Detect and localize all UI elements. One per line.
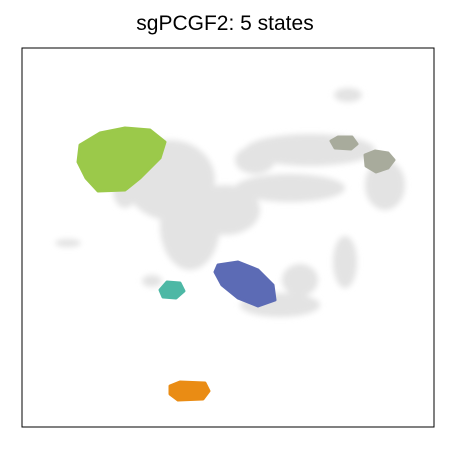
background-cluster [282, 264, 318, 296]
chart-title: sgPCGF2: 5 states [136, 12, 314, 35]
state-cluster-4 [168, 380, 211, 402]
state-cluster-3 [158, 280, 186, 300]
state-cluster-2 [213, 260, 277, 308]
background-cluster [190, 185, 260, 235]
background-cluster [142, 275, 162, 287]
background-cluster [235, 174, 345, 202]
state-cluster-1 [76, 126, 167, 193]
plot-frame [21, 47, 435, 428]
background-cluster [55, 239, 81, 247]
state-cluster-5 [329, 135, 359, 151]
state-cluster-5 [363, 149, 396, 174]
background-cluster [333, 236, 357, 288]
state-clusters [76, 126, 396, 402]
background-cluster [235, 146, 275, 174]
background-cluster [334, 88, 362, 102]
